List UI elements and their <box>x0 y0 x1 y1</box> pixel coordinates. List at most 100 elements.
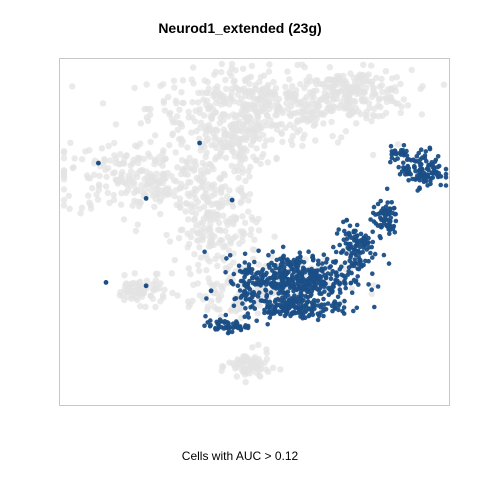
background-cell-point <box>214 83 221 90</box>
active-cell-point <box>413 176 419 181</box>
background-cell-point <box>250 137 257 144</box>
active-cell-point <box>353 278 359 284</box>
active-cell-point <box>202 249 207 255</box>
background-cell-point <box>134 154 141 162</box>
background-cell-point <box>100 161 107 168</box>
background-cell-point <box>114 176 121 184</box>
background-cell-point <box>228 65 235 72</box>
plot-frame <box>59 58 450 406</box>
background-cell-point <box>87 201 94 209</box>
background-cell-point <box>161 170 168 178</box>
background-cell-point <box>172 97 180 104</box>
background-cell-point <box>286 121 294 128</box>
background-cell-point <box>189 297 196 304</box>
background-cell-point <box>389 75 396 82</box>
background-cell-point <box>152 132 159 139</box>
active-cell-point <box>294 257 300 262</box>
background-cell-point <box>174 126 182 133</box>
background-cell-point <box>273 111 281 119</box>
active-cell-point <box>386 261 392 266</box>
active-cell-point <box>311 257 316 262</box>
background-cell-point <box>103 173 110 181</box>
background-cell-point <box>190 167 198 174</box>
active-cell-point <box>307 282 313 288</box>
background-cell-point <box>184 171 191 178</box>
background-cell-point <box>225 139 232 147</box>
background-cell-point <box>418 111 426 118</box>
background-cell-point <box>312 77 319 84</box>
background-cell-point <box>306 102 313 110</box>
active-cell-point <box>443 171 449 177</box>
background-cell-point <box>176 106 183 114</box>
background-cell-point <box>67 139 74 146</box>
active-cell-point <box>319 274 324 280</box>
active-cell-point <box>341 305 347 310</box>
background-cell-point <box>334 81 341 88</box>
background-cell-point <box>171 84 178 91</box>
active-cell-point <box>342 260 348 266</box>
background-cell-point <box>313 115 320 123</box>
background-cell-point <box>144 177 152 185</box>
background-cell-point <box>131 270 138 277</box>
background-cell-point <box>208 297 215 305</box>
background-cell-point <box>285 90 292 97</box>
background-cell-point <box>271 233 278 240</box>
background-cell-point <box>131 189 138 196</box>
active-cell-point <box>388 143 394 149</box>
background-cell-point <box>259 106 267 113</box>
background-cell-point <box>251 96 258 103</box>
background-cell-point <box>254 113 261 120</box>
active-cell-point <box>368 217 373 222</box>
background-cell-point <box>124 288 131 295</box>
background-cell-point <box>220 143 227 151</box>
background-cell-point <box>137 140 144 147</box>
background-cell-point <box>196 267 203 275</box>
background-cell-point <box>205 198 212 205</box>
active-cell-point <box>351 230 357 235</box>
background-cell-point <box>194 198 202 206</box>
background-cell-point <box>174 113 181 120</box>
background-cell-point <box>299 104 307 112</box>
active-cell-point <box>372 304 377 310</box>
background-cell-point <box>85 192 92 199</box>
active-cell-point <box>347 223 353 229</box>
background-cell-point <box>283 100 290 107</box>
background-cell-point <box>66 205 73 212</box>
background-cell-point <box>351 79 359 86</box>
active-cell-point <box>215 321 220 327</box>
background-cell-point <box>196 244 203 251</box>
background-cell-point <box>60 196 68 204</box>
background-cell-point <box>312 137 319 144</box>
active-cell-point <box>269 260 274 266</box>
background-cell-point <box>207 220 214 228</box>
background-cell-point <box>176 199 184 207</box>
background-cell-point <box>260 150 267 158</box>
background-cell-point <box>203 266 210 274</box>
background-cell-point <box>239 213 246 220</box>
active-cell-point <box>334 231 340 236</box>
background-cell-point <box>348 285 356 293</box>
background-cell-point <box>236 240 243 247</box>
background-cell-point <box>245 208 252 215</box>
background-cell-point <box>178 141 185 148</box>
background-cell-point <box>149 192 156 199</box>
background-cell-point <box>94 196 102 203</box>
background-cell-point <box>291 95 299 102</box>
active-cell-point <box>96 160 101 166</box>
background-cell-point <box>155 190 162 198</box>
background-cell-point <box>129 287 137 295</box>
background-cell-point <box>209 112 216 120</box>
background-cell-point <box>152 277 160 284</box>
background-cell-point <box>147 138 154 146</box>
active-cell-point <box>279 283 284 288</box>
background-cell-point <box>261 359 268 366</box>
background-cell-point <box>163 231 170 239</box>
background-cell-point <box>166 141 173 149</box>
active-cell-point <box>331 244 336 250</box>
background-cell-point <box>216 119 223 127</box>
background-cell-point <box>297 80 304 88</box>
background-cell-point <box>208 185 215 192</box>
background-cell-point <box>263 137 270 144</box>
background-cell-point <box>196 106 203 113</box>
background-cell-point <box>60 148 68 155</box>
